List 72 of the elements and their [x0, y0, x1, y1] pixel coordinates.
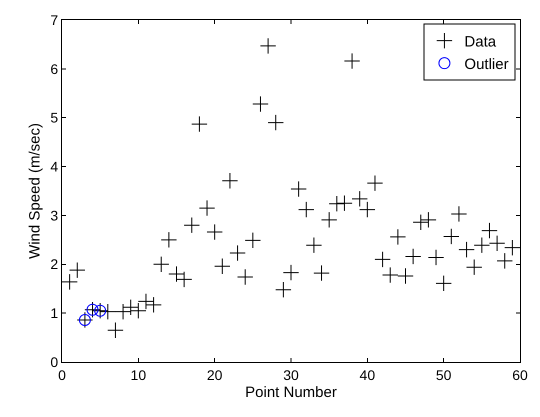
point: [229, 244, 246, 262]
y-axis-title: Wind Speed (m/sec): [26, 123, 44, 259]
point: [298, 201, 314, 218]
point: [328, 196, 345, 212]
point: [290, 180, 307, 198]
point: [466, 259, 482, 276]
y-tick-label: 2: [50, 256, 58, 272]
point: [275, 281, 292, 298]
point: [214, 258, 230, 274]
point: [458, 241, 475, 258]
y-tick-label: 7: [50, 12, 58, 28]
point: [481, 222, 498, 239]
point: [359, 201, 376, 218]
point: [404, 248, 422, 265]
legend-label: Outlier: [464, 56, 509, 74]
y-tick-label: 3: [50, 207, 58, 224]
point: [336, 195, 353, 212]
point: [160, 232, 178, 248]
point: [107, 322, 124, 338]
point: [428, 249, 444, 266]
point: [504, 239, 520, 256]
x-tick-label: 50: [436, 366, 452, 383]
point: [130, 302, 147, 319]
point: [138, 293, 154, 310]
point: [268, 114, 284, 131]
point: [344, 52, 360, 70]
point: [122, 299, 139, 316]
point: [252, 96, 269, 112]
point: [374, 251, 391, 268]
point: [282, 264, 300, 281]
point: [306, 237, 322, 254]
x-tick-label: 30: [283, 366, 299, 383]
point: [397, 268, 414, 284]
x-axis-title: Point Number: [245, 384, 337, 401]
legend-label: Data: [464, 34, 497, 51]
point: [100, 303, 116, 320]
point: [145, 296, 162, 314]
x-tick-label: 60: [512, 366, 528, 383]
x-tick-label: 20: [206, 366, 223, 383]
point: [313, 264, 330, 282]
y-tick-label: 6: [50, 60, 58, 77]
point: [496, 252, 513, 270]
point: [206, 224, 223, 240]
point: [352, 190, 368, 208]
point: [390, 228, 406, 246]
point: [222, 172, 238, 189]
point: [435, 275, 452, 292]
y-tick-label: 1: [50, 305, 58, 322]
point: [153, 256, 170, 272]
point: [198, 200, 216, 216]
point: [443, 228, 460, 245]
point: [420, 212, 437, 228]
point: [450, 206, 468, 222]
point: [114, 303, 132, 320]
x-tick-label: 10: [130, 366, 146, 383]
point: [62, 274, 78, 290]
point: [382, 266, 398, 284]
point: [244, 232, 262, 249]
point: [474, 237, 490, 254]
point: [69, 262, 86, 278]
point: [237, 268, 254, 286]
y-tick-label: 5: [50, 110, 58, 126]
x-tick-label: 40: [360, 366, 376, 383]
y-tick-label: 0: [50, 354, 58, 370]
point: [366, 174, 384, 192]
point: [191, 116, 208, 132]
point: [412, 214, 429, 230]
point: [320, 212, 338, 228]
point: [488, 235, 506, 252]
point: [260, 38, 276, 54]
y-tick-label: 4: [50, 158, 58, 174]
point: [184, 217, 200, 234]
